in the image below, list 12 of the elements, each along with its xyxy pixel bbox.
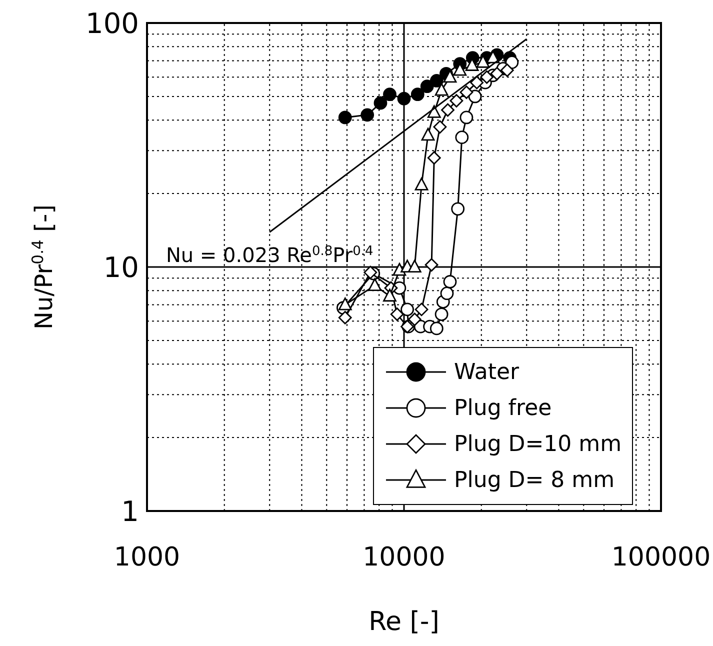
legend-label: Plug D=10 mm <box>454 432 622 456</box>
y-tick-label: 10 <box>103 250 139 284</box>
legend-label: Plug D= 8 mm <box>454 468 614 492</box>
legend-label: Water <box>454 360 520 384</box>
y-tick-label: 100 <box>86 6 139 40</box>
annotation: Nu = 0.023 Re$^{0.8}$Pr$^{0.4}$ <box>166 243 374 268</box>
x-tick-label: 100000 <box>611 542 711 572</box>
x-tick-label: 10000 <box>362 542 446 572</box>
x-axis-title: Re [-] <box>368 607 440 637</box>
x-tick-label: 1000 <box>114 542 180 572</box>
y-tick-label: 1 <box>121 494 139 528</box>
legend-label: Plug free <box>454 396 552 420</box>
